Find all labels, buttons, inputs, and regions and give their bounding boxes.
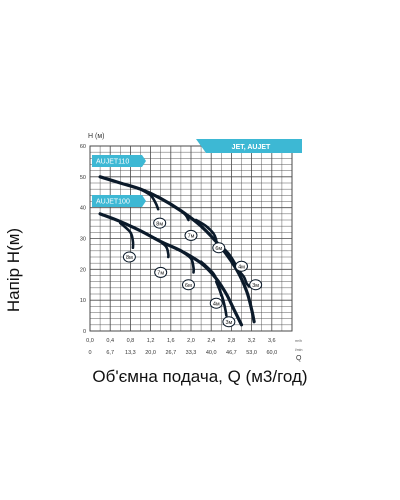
depth-marker-circle	[212, 242, 226, 254]
series-group	[98, 175, 256, 327]
y-tick-label: 20	[80, 267, 86, 273]
model-tag-label: AUJET100	[96, 199, 130, 206]
x-tick-label-top: 0,8	[127, 338, 135, 344]
x-tick-label-top: 1,6	[167, 338, 175, 344]
depth-annotations: 8м 7м 6м 4м 3м 8м 7м 6м 4м 3м	[122, 217, 263, 328]
y-axis-ticks: 0 10 20 30 40 50 60H (м)	[80, 133, 105, 335]
x-tick-label-bottom: 33,3	[186, 350, 197, 356]
depth-marker-label: 6м	[215, 246, 222, 252]
model-tag	[92, 195, 146, 207]
depth-marker: 3м	[249, 279, 263, 291]
depth-marker: 3м	[222, 316, 236, 328]
depth-marker: 7м	[184, 229, 198, 241]
x-tick-label-top: 0,4	[106, 338, 114, 344]
depth-marker-label: 3м	[252, 283, 259, 289]
x-axis-label: Об'ємна подача, Q (м3/год)	[92, 367, 308, 386]
model-tag	[92, 155, 146, 167]
x-tick-label-bottom: 6,7	[106, 350, 114, 356]
series-aujet100	[98, 212, 244, 327]
branch-line-8м	[139, 187, 160, 211]
branch-line-3м	[214, 280, 228, 317]
x-tick-label-top: 2,0	[187, 338, 195, 344]
y-tick-label: 0	[83, 329, 86, 335]
depth-marker-circle	[209, 297, 223, 309]
depth-marker-circle	[184, 229, 198, 241]
x-tick-label-bottom: 20,0	[145, 350, 156, 356]
x-tick-label-bottom: 53,0	[246, 350, 257, 356]
x-tick-label-top: 2,8	[228, 338, 236, 344]
depth-marker: 8м	[122, 251, 136, 263]
depth-marker: 6м	[212, 242, 226, 254]
branch-line-8м	[119, 221, 135, 250]
x-tick-label-bottom: 40,0	[206, 350, 217, 356]
x-tick-label-top: 3,2	[248, 338, 256, 344]
branch-line-7м	[169, 203, 190, 222]
y-tick-label: 60	[80, 144, 86, 150]
depth-marker-circle	[222, 316, 236, 328]
depth-marker: 8м	[153, 217, 167, 229]
x-tick-label-bottom: 0	[88, 350, 91, 356]
series-aujet110	[98, 175, 256, 324]
model-tag-label: AUJET110	[96, 159, 129, 166]
depth-marker-label: 6м	[185, 283, 192, 289]
y-tick-label: 30	[80, 237, 86, 243]
depth-marker-label: 4м	[213, 301, 220, 307]
y-tick-label: 40	[80, 206, 86, 212]
y-axis-title: H (м)	[88, 133, 104, 140]
x-tick-label-bottom: 13,3	[125, 350, 136, 356]
x-tick-label-top: 3,6	[268, 338, 276, 344]
depth-marker-circle	[154, 266, 168, 278]
depth-marker: 6м	[181, 279, 195, 291]
x-tick-label-top: 1,2	[147, 338, 155, 344]
depth-marker-circle	[122, 251, 136, 263]
series-line	[98, 212, 244, 327]
depth-marker-label: 7м	[157, 271, 164, 277]
model-labels: AUJET110 AUJET100	[92, 155, 146, 207]
depth-marker-label: 3м	[225, 320, 232, 326]
y-tick-label: 10	[80, 298, 86, 304]
depth-marker-circle	[181, 279, 195, 291]
depth-marker-circle	[249, 279, 263, 291]
depth-marker-circle	[153, 217, 167, 229]
x-unit-bottom: l/min	[295, 348, 302, 352]
depth-marker: 7м	[154, 266, 168, 278]
x-axis-symbol: Q	[296, 355, 302, 362]
x-tick-label-top: 2,4	[207, 338, 215, 344]
x-tick-label-bottom: 60,0	[266, 350, 277, 356]
branch-line-6м	[194, 218, 218, 242]
series-banner: JET, AUJET	[196, 139, 302, 153]
y-tick-label: 50	[80, 175, 86, 181]
x-tick-label-bottom: 26,7	[165, 350, 176, 356]
banner-shape	[196, 139, 302, 153]
depth-marker: 4м	[235, 260, 248, 272]
branch-line-6м	[179, 249, 196, 274]
series-line	[98, 175, 256, 324]
banner-text: JET, AUJET	[232, 144, 271, 151]
x-tick-label-top: 0,0	[86, 338, 94, 344]
x-tick-label-bottom: 46,7	[226, 350, 237, 356]
depth-marker-label: 4м	[238, 264, 245, 270]
depth-marker: 4м	[209, 297, 223, 309]
branch-line-3м	[237, 269, 251, 288]
x-axis-ticks: 0,0 0 0,4 6,7 0,8 13,3 1,2 20,0 1,6 26,7 2,0 33,3 2,…	[86, 338, 302, 362]
depth-marker-label: 8м	[126, 255, 133, 261]
branch-line-7м	[154, 237, 170, 259]
depth-marker-label: 8м	[156, 221, 163, 227]
x-unit-top: m³/h	[295, 339, 302, 343]
depth-marker-circle	[235, 260, 248, 272]
depth-marker-label: 7м	[188, 234, 195, 240]
